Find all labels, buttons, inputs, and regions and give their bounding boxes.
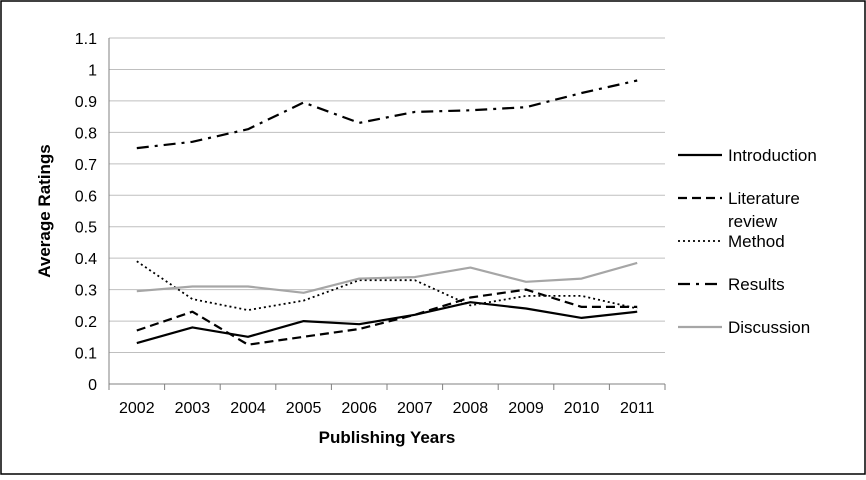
legend-label-literature-review: Literature review <box>728 189 800 231</box>
legend-label-introduction: Introduction <box>728 146 817 165</box>
x-tick-label: 2007 <box>397 400 433 417</box>
y-tick-label: 0 <box>88 377 97 394</box>
y-tick-label: 1 <box>88 62 97 79</box>
x-tick-label: 2010 <box>564 400 600 417</box>
y-axis-title: Average Ratings <box>35 144 54 278</box>
series-line-introduction <box>136 301 638 345</box>
y-tick-label: 1.1 <box>75 31 97 48</box>
x-tick-label: 2004 <box>230 400 266 417</box>
x-tick-label: 2011 <box>620 400 655 417</box>
series-line-discussion <box>136 261 638 294</box>
y-tick-label: 0.1 <box>75 346 97 363</box>
legend-label-method: Method <box>728 232 785 251</box>
legend-label-results: Results <box>728 275 785 294</box>
y-tick-label: 0.2 <box>75 314 97 331</box>
y-tick-label: 0.4 <box>75 251 97 268</box>
series-line-literature-review <box>136 288 638 346</box>
y-tick-label: 0.9 <box>75 94 97 111</box>
x-tick-label: 2002 <box>119 400 155 417</box>
gridlines <box>109 37 665 354</box>
y-tick-label: 0.7 <box>75 157 97 174</box>
axes: 0 0.1 0.2 0.3 0.4 0.5 0.6 0.7 0.8 0.9 1 1.1 2002 2003… <box>75 31 666 417</box>
x-tick-label: 2008 <box>453 400 489 417</box>
y-tick-label: 0.6 <box>75 188 97 205</box>
x-tick-label: 2009 <box>508 400 544 417</box>
series-lines <box>136 79 638 346</box>
y-tick-label: 0.8 <box>75 125 97 142</box>
y-tick-label: 0.3 <box>75 283 97 300</box>
legend-label-discussion: Discussion <box>728 318 810 337</box>
x-tick-label: 2006 <box>341 400 377 417</box>
series-line-results <box>136 79 638 150</box>
series-line-method <box>136 260 638 312</box>
y-tick-label: 0.5 <box>75 220 97 237</box>
x-tick-label: 2005 <box>286 400 322 417</box>
x-tick-label: 2003 <box>175 400 211 417</box>
x-axis-title: Publishing Years <box>319 428 456 447</box>
